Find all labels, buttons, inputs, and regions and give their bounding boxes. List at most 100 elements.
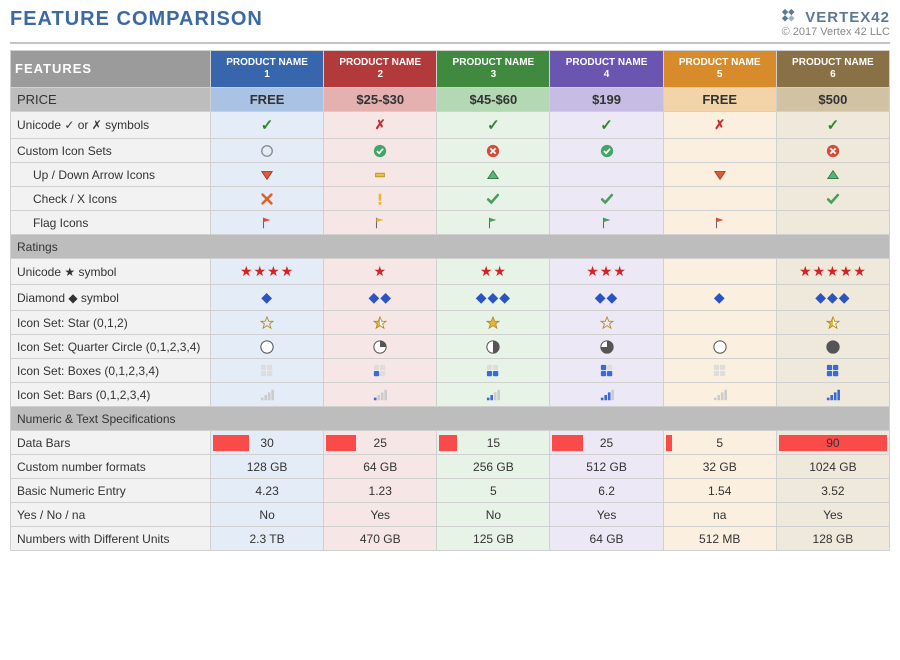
cell-text: No: [259, 508, 274, 522]
data-cell: ★★★★: [211, 259, 324, 285]
table-row: Unicode ★ symbol★★★★★★★★★★★★★★★: [11, 259, 890, 285]
product-header: PRODUCT NAME2: [324, 51, 437, 88]
table-row: Icon Set: Boxes (0,1,2,3,4): [11, 359, 890, 383]
price-cell: FREE: [211, 88, 324, 112]
product-header: PRODUCT NAME3: [437, 51, 550, 88]
data-cell: [776, 139, 889, 163]
flag-icon: [713, 216, 727, 230]
cell-text: Yes: [597, 508, 617, 522]
row-label: Custom number formats: [11, 455, 211, 479]
check-icon: ✓: [261, 117, 274, 134]
databar: 25: [326, 434, 434, 452]
stars-icon: ★★★★: [240, 263, 294, 279]
triangle-up-icon: [486, 168, 500, 182]
data-cell: [437, 163, 550, 187]
data-cell: [211, 383, 324, 407]
data-cell: [211, 163, 324, 187]
data-cell: 125 GB: [437, 527, 550, 551]
section-row: Numeric & Text Specifications: [11, 407, 890, 431]
data-cell: 5: [663, 431, 776, 455]
pie-icon: [486, 340, 500, 354]
stars-icon: ★★: [480, 263, 507, 279]
table-row: Unicode ✓ or ✗ symbols✓✗✓✓✗✓: [11, 112, 890, 139]
data-cell: ★★★: [550, 259, 663, 285]
page: FEATURE COMPARISON VERTEX42 © 2017 Verte…: [0, 0, 900, 559]
table-row: Basic Numeric Entry4.231.2356.21.543.52: [11, 479, 890, 503]
row-label: Diamond ◆ symbol: [11, 285, 211, 311]
data-cell: Yes: [776, 503, 889, 527]
cell-text: 128 GB: [247, 460, 288, 474]
cell-text: 64 GB: [363, 460, 397, 474]
brand-copyright: © 2017 Vertex 42 LLC: [781, 26, 890, 38]
data-cell: 25: [550, 431, 663, 455]
boxes-icon: [600, 364, 614, 378]
brand-logo: VERTEX42: [781, 8, 890, 26]
data-cell: ◆◆: [550, 285, 663, 311]
data-cell: [663, 139, 776, 163]
data-cell: [324, 187, 437, 211]
boxes-icon: [713, 364, 727, 378]
exclamation-icon: [373, 192, 387, 206]
data-cell: 4.23: [211, 479, 324, 503]
data-cell: [437, 359, 550, 383]
table-row: Up / Down Arrow Icons: [11, 163, 890, 187]
pie-icon: [260, 340, 274, 354]
databar: 90: [779, 434, 887, 452]
data-cell: 90: [776, 431, 889, 455]
data-cell: ✗: [663, 112, 776, 139]
bars-icon: [486, 388, 500, 402]
databar-value: 25: [374, 436, 387, 450]
check-icon: [600, 192, 614, 206]
cell-text: Yes: [823, 508, 843, 522]
databar: 15: [439, 434, 547, 452]
product-header: PRODUCT NAME5: [663, 51, 776, 88]
data-cell: 64 GB: [324, 455, 437, 479]
table-row: Diamond ◆ symbol◆◆◆◆◆◆◆◆◆◆◆◆: [11, 285, 890, 311]
x-icon: [260, 192, 274, 206]
data-cell: [324, 359, 437, 383]
row-label: Data Bars: [11, 431, 211, 455]
flag-icon: [373, 216, 387, 230]
data-cell: ★★★★★: [776, 259, 889, 285]
boxes-icon: [826, 364, 840, 378]
data-cell: [663, 259, 776, 285]
row-label: Icon Set: Star (0,1,2): [11, 311, 211, 335]
cell-text: 512 GB: [586, 460, 627, 474]
data-cell: [776, 383, 889, 407]
data-cell: 470 GB: [324, 527, 437, 551]
data-cell: 3.52: [776, 479, 889, 503]
cross-icon: ✗: [375, 117, 386, 132]
row-label: Check / X Icons: [11, 187, 211, 211]
brand-block: VERTEX42 © 2017 Vertex 42 LLC: [781, 8, 890, 38]
data-cell: ✓: [550, 112, 663, 139]
data-cell: 1.54: [663, 479, 776, 503]
cell-text: 3.52: [821, 484, 844, 498]
price-label: PRICE: [11, 88, 211, 112]
data-cell: ◆: [663, 285, 776, 311]
data-cell: [211, 211, 324, 235]
diamonds-icon: ◆◆◆: [476, 289, 511, 305]
row-label: Unicode ★ symbol: [11, 259, 211, 285]
data-cell: 1.23: [324, 479, 437, 503]
data-cell: [324, 211, 437, 235]
data-cell: Yes: [550, 503, 663, 527]
star-icon: [260, 316, 274, 330]
data-cell: ◆◆: [324, 285, 437, 311]
pie-icon: [373, 340, 387, 354]
flag-icon: [486, 216, 500, 230]
data-cell: 512 MB: [663, 527, 776, 551]
row-label: Basic Numeric Entry: [11, 479, 211, 503]
table-row: Custom number formats128 GB64 GB256 GB51…: [11, 455, 890, 479]
databar: 30: [213, 434, 321, 452]
bars-icon: [826, 388, 840, 402]
data-cell: ★★: [437, 259, 550, 285]
row-label: Numbers with Different Units: [11, 527, 211, 551]
circle-x-icon: [826, 144, 840, 158]
flag-icon: [260, 216, 274, 230]
data-cell: No: [437, 503, 550, 527]
price-cell: FREE: [663, 88, 776, 112]
header-row: FEATURESPRODUCT NAME1PRODUCT NAME2PRODUC…: [11, 51, 890, 88]
row-label: Unicode ✓ or ✗ symbols: [11, 112, 211, 139]
check-icon: ✓: [487, 117, 500, 134]
cell-text: 2.3 TB: [250, 532, 285, 546]
